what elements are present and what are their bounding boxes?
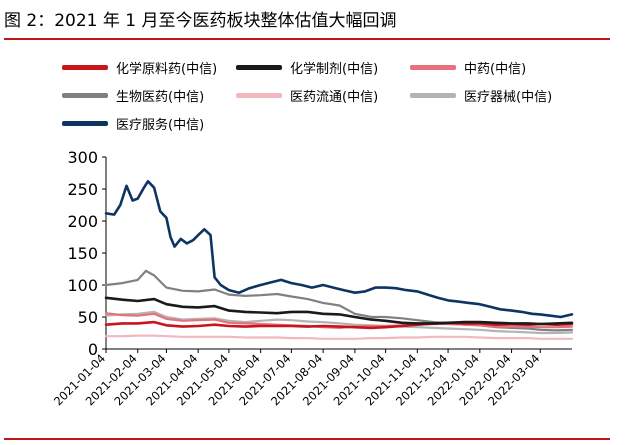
- legend-swatch: [236, 93, 282, 98]
- legend-item-medical-devices: 医疗器械(中信): [410, 86, 552, 105]
- legend-label: 生物医药(中信): [116, 90, 205, 105]
- legend-item-biomedicine: 生物医药(中信): [62, 86, 204, 105]
- y-tick-label: 100: [67, 276, 98, 295]
- legend-label: 中药(中信): [464, 62, 527, 77]
- legend-label: 医疗器械(中信): [464, 90, 553, 105]
- legend-swatch: [62, 121, 108, 126]
- legend-swatch: [62, 65, 108, 70]
- legend-label: 医疗服务(中信): [116, 118, 205, 133]
- legend-label: 化学原料药(中信): [116, 62, 218, 77]
- legend-swatch: [410, 93, 456, 98]
- y-tick-label: 200: [67, 212, 98, 231]
- legend-item-pharma-distribution: 医药流通(中信): [236, 86, 378, 105]
- series-line-0: [104, 320, 574, 330]
- title-divider: [4, 38, 610, 40]
- series-line-1: [104, 296, 574, 326]
- legend-item-medical-services: 医疗服务(中信): [62, 114, 204, 133]
- series-line-3: [104, 269, 574, 332]
- y-tick-label: 250: [67, 180, 98, 199]
- legend-swatch: [62, 93, 108, 98]
- bottom-divider: [4, 438, 610, 440]
- y-tick-label: 150: [67, 244, 98, 263]
- y-tick-label: 50: [78, 308, 98, 327]
- series-line-4: [104, 334, 574, 340]
- legend-swatch: [410, 65, 456, 70]
- series-line-6: [104, 180, 574, 319]
- legend-item-tcm: 中药(中信): [410, 58, 526, 77]
- legend-label: 医药流通(中信): [290, 90, 379, 105]
- y-tick-label: 0: [88, 340, 98, 359]
- y-tick-label: 300: [67, 148, 98, 167]
- watermark: 知乎 @未来智库: [486, 407, 589, 423]
- series-line-5: [104, 310, 574, 335]
- figure-title: 图 2：2021 年 1 月至今医药板块整体估值大幅回调: [4, 11, 397, 31]
- legend-item-chemical-api: 化学原料药(中信): [62, 58, 217, 77]
- legend-swatch: [236, 65, 282, 70]
- legend-label: 化学制剂(中信): [290, 62, 379, 77]
- legend-item-chemical-preparation: 化学制剂(中信): [236, 58, 378, 77]
